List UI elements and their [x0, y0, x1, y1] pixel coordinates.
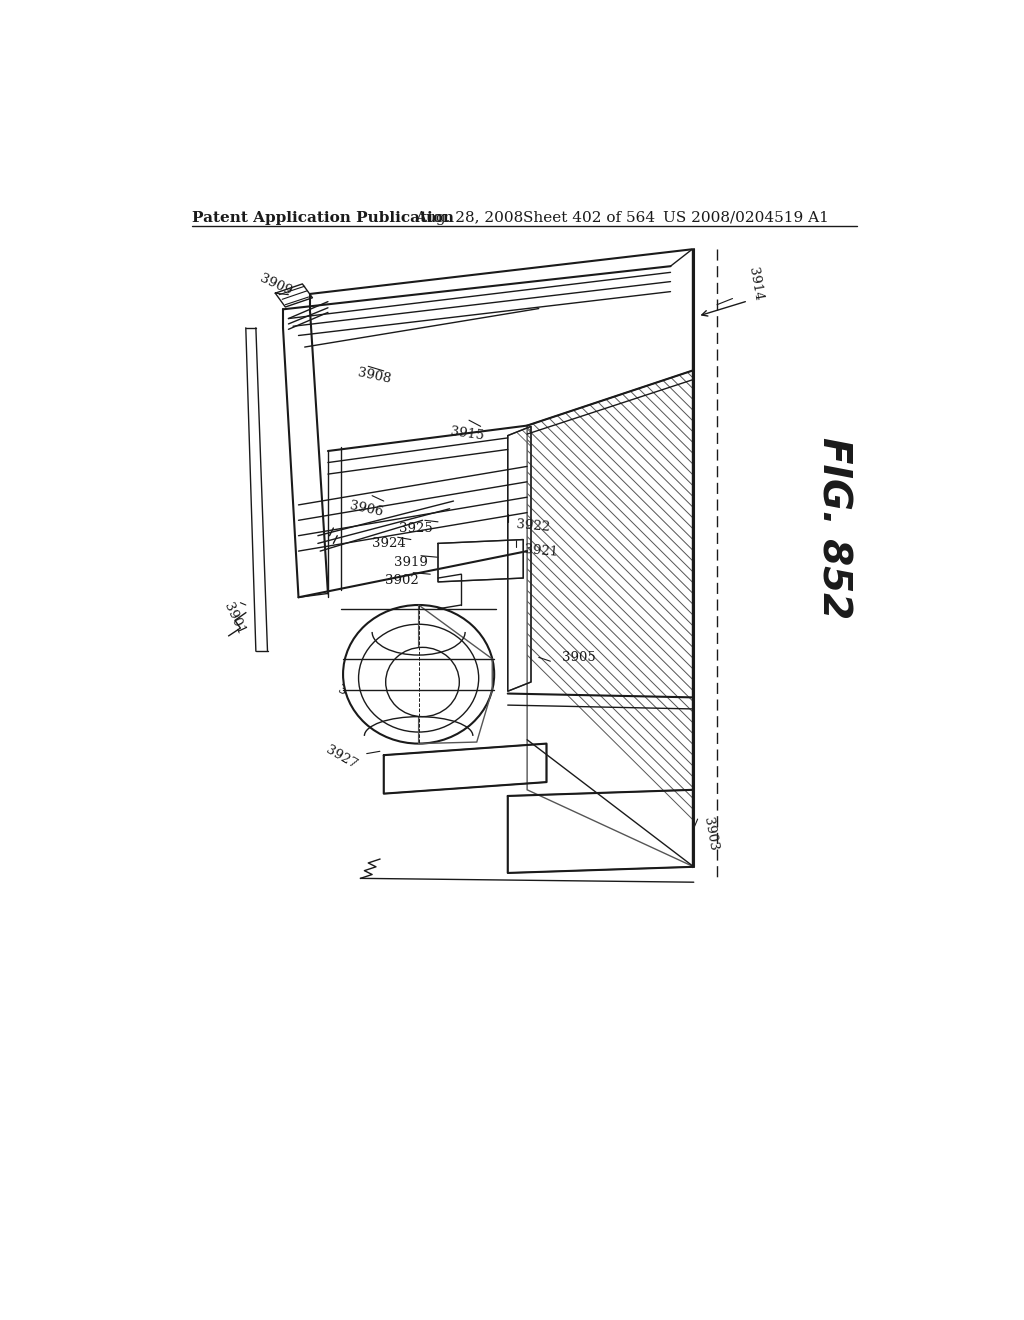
Polygon shape: [384, 743, 547, 793]
Text: 3905: 3905: [562, 651, 596, 664]
Text: 3928: 3928: [336, 682, 372, 709]
Text: US 2008/0204519 A1: US 2008/0204519 A1: [663, 211, 828, 224]
Text: 3914: 3914: [746, 267, 765, 302]
Text: 3921: 3921: [523, 543, 558, 560]
Text: Patent Application Publication: Patent Application Publication: [191, 211, 454, 224]
Ellipse shape: [386, 647, 460, 717]
Text: 3922: 3922: [515, 517, 550, 533]
Text: 3925: 3925: [399, 521, 433, 535]
Polygon shape: [508, 426, 531, 692]
Text: 3906: 3906: [349, 499, 385, 519]
Text: 3927: 3927: [324, 743, 359, 772]
Text: 3902: 3902: [385, 574, 419, 587]
Text: 3908: 3908: [356, 367, 392, 387]
Text: 3903: 3903: [701, 817, 720, 853]
Text: 3901: 3901: [221, 601, 247, 638]
Text: 3915: 3915: [450, 425, 484, 442]
Ellipse shape: [358, 624, 478, 733]
Text: Sheet 402 of 564: Sheet 402 of 564: [523, 211, 655, 224]
Text: 3919: 3919: [394, 556, 428, 569]
Text: Aug. 28, 2008: Aug. 28, 2008: [415, 211, 523, 224]
Polygon shape: [438, 540, 523, 582]
Polygon shape: [419, 605, 493, 743]
Text: 3909: 3909: [258, 272, 294, 298]
Text: 3924: 3924: [372, 537, 406, 550]
Text: FIG. 852: FIG. 852: [814, 437, 852, 619]
Ellipse shape: [343, 605, 495, 743]
Polygon shape: [508, 789, 693, 873]
Text: 3912: 3912: [399, 713, 434, 729]
Polygon shape: [527, 370, 693, 867]
